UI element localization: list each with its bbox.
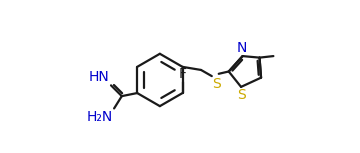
Text: S: S — [212, 77, 221, 91]
Text: H₂N: H₂N — [86, 110, 113, 124]
Text: N: N — [237, 41, 247, 55]
Text: F: F — [179, 67, 186, 81]
Text: S: S — [237, 88, 246, 102]
Text: HN: HN — [89, 70, 109, 84]
